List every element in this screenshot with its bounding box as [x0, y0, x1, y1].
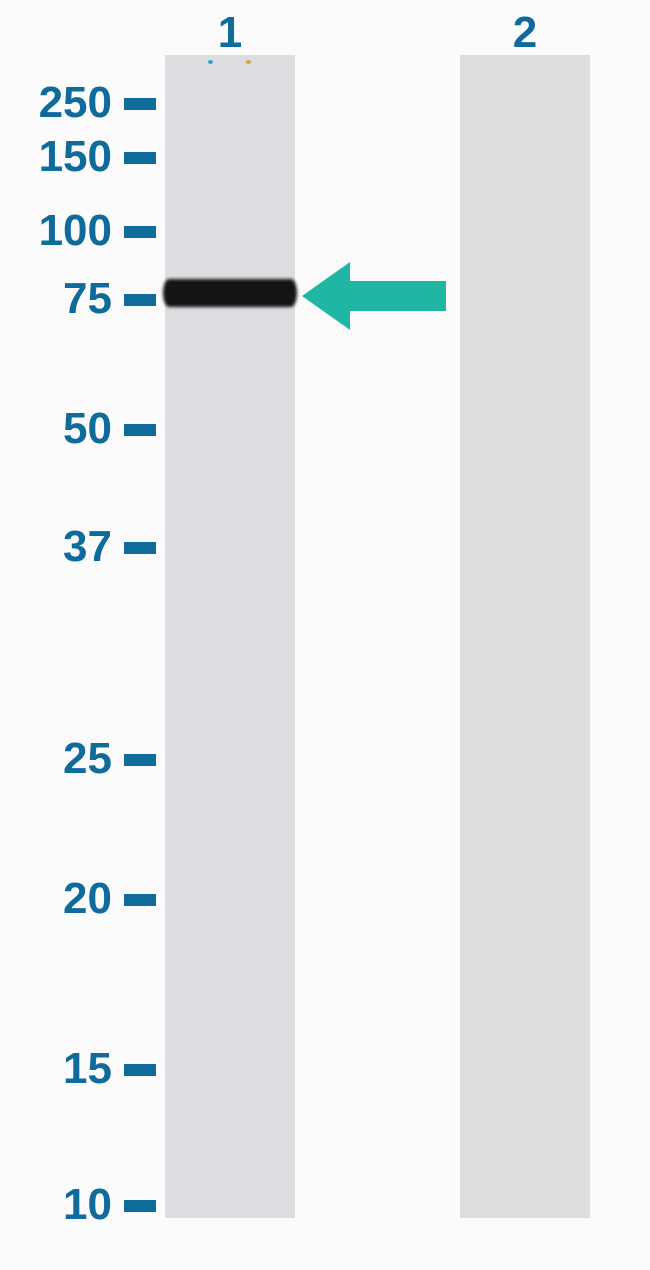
- speck-0: [208, 60, 213, 64]
- blot-figure: 1 2 250150 100 75 50 37 25 20 15 10: [0, 0, 650, 1270]
- marker-tick-75: [124, 294, 156, 306]
- lane-2-strip: [460, 55, 590, 1218]
- marker-label-75: 75: [63, 274, 112, 324]
- marker-tick-50: [124, 424, 156, 436]
- marker-label-20: 20: [63, 874, 112, 924]
- marker-tick-150: [124, 152, 156, 164]
- marker-label-150: 150: [39, 132, 112, 182]
- arrow-head-icon: [302, 262, 350, 330]
- marker-tick-37: [124, 542, 156, 554]
- arrow-shaft: [350, 281, 446, 311]
- marker-label-25: 25: [63, 734, 112, 784]
- lane-2-label: 2: [460, 8, 590, 58]
- lane-1-label: 1: [165, 8, 295, 58]
- marker-tick-250: [124, 98, 156, 110]
- marker-tick-15: [124, 1064, 156, 1076]
- marker-label-37: 37: [63, 522, 112, 572]
- marker-tick-10: [124, 1200, 156, 1212]
- band-0: [163, 279, 297, 307]
- marker-label-100: 100: [39, 206, 112, 256]
- marker-label-15: 15: [63, 1044, 112, 1094]
- speck-1: [246, 60, 251, 64]
- marker-tick-100: [124, 226, 156, 238]
- marker-label-250: 250: [39, 78, 112, 128]
- lane-1-strip: [165, 55, 295, 1218]
- marker-tick-25: [124, 754, 156, 766]
- marker-tick-20: [124, 894, 156, 906]
- marker-label-10: 10: [63, 1180, 112, 1230]
- marker-label-50: 50: [63, 404, 112, 454]
